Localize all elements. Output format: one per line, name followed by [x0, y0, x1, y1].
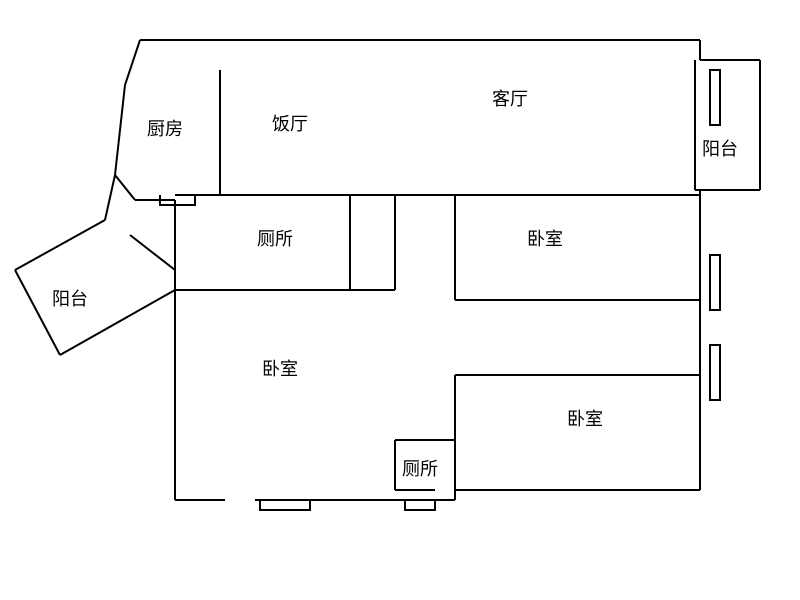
- walls: [15, 40, 760, 500]
- room-label-toilet_lower: 厕所: [402, 459, 438, 479]
- room-label-bedroom_lower_right: 卧室: [567, 409, 603, 429]
- floorplan-canvas: 厨房饭厅客厅阳台阳台厕所厕所卧室卧室卧室: [0, 0, 800, 600]
- room-label-bedroom_lower_left: 卧室: [262, 359, 298, 379]
- room-label-dining: 饭厅: [272, 114, 308, 134]
- room-label-balcony_right: 阳台: [702, 139, 738, 159]
- room-label-toilet_upper: 厕所: [257, 229, 293, 249]
- room-label-living: 客厅: [492, 89, 528, 109]
- room-label-balcony_left: 阳台: [52, 289, 88, 309]
- room-label-kitchen: 厨房: [147, 119, 183, 139]
- room-label-bedroom_upper_right: 卧室: [527, 229, 563, 249]
